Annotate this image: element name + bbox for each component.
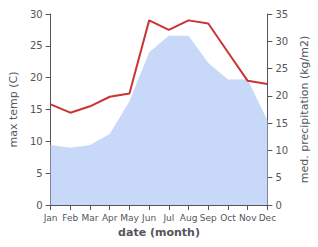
svg-text:Dec: Dec <box>259 213 276 223</box>
svg-text:Jan: Jan <box>43 213 58 223</box>
svg-text:10: 10 <box>30 136 43 147</box>
svg-text:10: 10 <box>275 145 288 156</box>
svg-text:25: 25 <box>275 63 288 74</box>
svg-text:25: 25 <box>30 40 43 51</box>
svg-text:med. precipitation (kg/m2): med. precipitation (kg/m2) <box>298 36 311 184</box>
svg-text:max temp (C): max temp (C) <box>7 71 20 147</box>
svg-text:5: 5 <box>275 172 281 183</box>
svg-text:Apr: Apr <box>102 213 118 223</box>
svg-text:Jun: Jun <box>141 213 156 223</box>
svg-text:May: May <box>120 213 139 223</box>
svg-text:Feb: Feb <box>62 213 78 223</box>
svg-text:15: 15 <box>275 118 288 129</box>
svg-text:20: 20 <box>275 90 288 101</box>
svg-text:Oct: Oct <box>220 213 236 223</box>
svg-text:Sep: Sep <box>200 213 217 223</box>
svg-text:20: 20 <box>30 72 43 83</box>
svg-text:Jul: Jul <box>162 213 174 223</box>
svg-text:Aug: Aug <box>180 213 198 223</box>
svg-text:5: 5 <box>36 168 42 179</box>
svg-text:30: 30 <box>30 9 43 20</box>
svg-text:15: 15 <box>30 104 43 115</box>
svg-text:Nov: Nov <box>239 213 257 223</box>
svg-text:date (month): date (month) <box>118 226 200 239</box>
svg-text:30: 30 <box>275 36 288 47</box>
svg-text:Mar: Mar <box>82 213 99 223</box>
svg-text:35: 35 <box>275 9 288 20</box>
svg-text:0: 0 <box>275 200 281 211</box>
svg-text:0: 0 <box>36 200 42 211</box>
